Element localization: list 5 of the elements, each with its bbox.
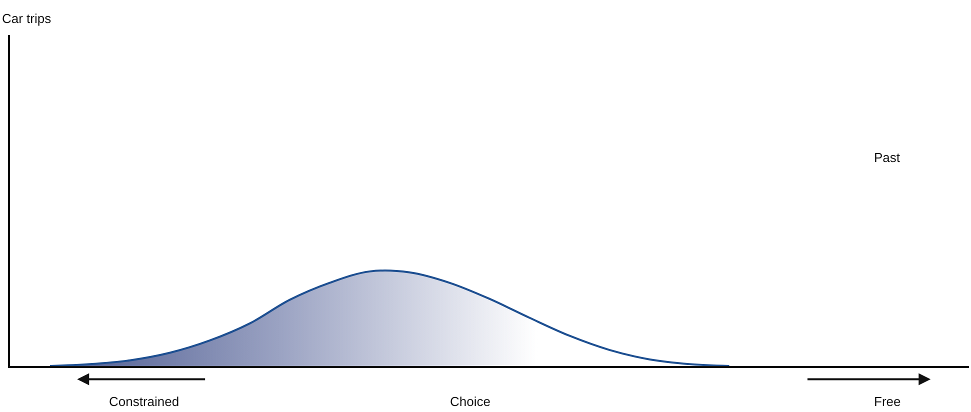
text: Car trips	[2, 11, 52, 26]
text: Constrained	[109, 394, 180, 409]
text: Past	[874, 150, 900, 165]
text: Free	[874, 394, 901, 409]
x-axis-title: Choice	[450, 394, 490, 409]
